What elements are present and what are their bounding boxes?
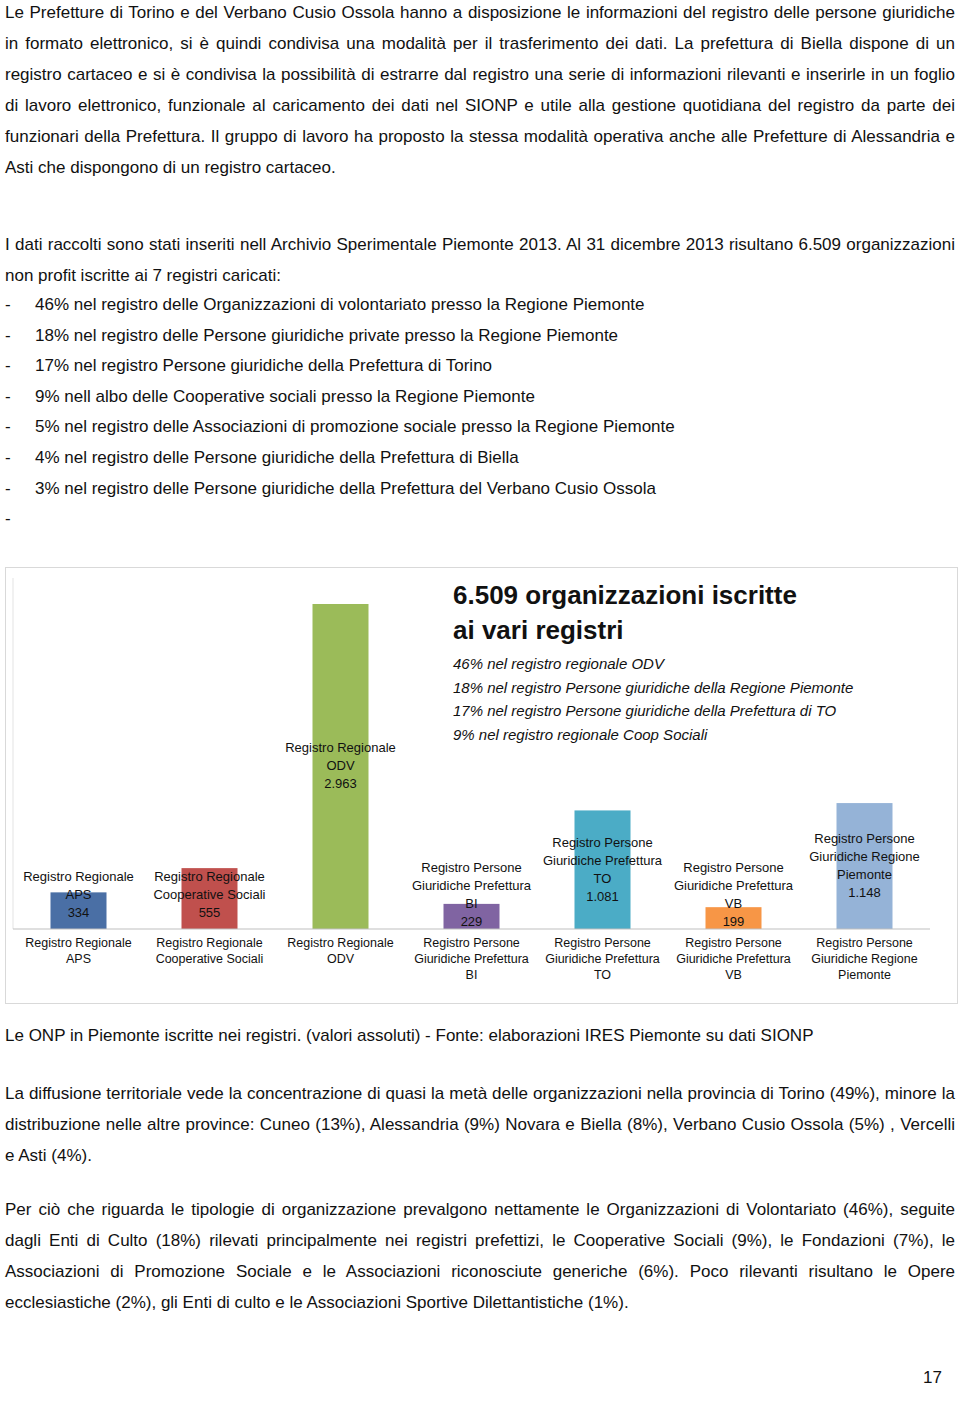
data-label-category: Registro Regionale Cooperative Sociali: [149, 868, 271, 904]
data-label-category: Registro Persone Giuridiche Prefettura V…: [673, 859, 795, 913]
data-label: Registro Persone Giuridiche Prefettura T…: [542, 834, 664, 906]
data-label-value: 1.148: [804, 884, 926, 902]
data-label: Registro Persone Giuridiche Prefettura V…: [673, 859, 795, 931]
list-marker: -: [5, 290, 11, 321]
data-label: Registro Regionale Cooperative Sociali55…: [149, 868, 271, 922]
category-label: Registro Persone Giuridiche Prefettura B…: [408, 935, 536, 983]
chart-box: Registro Regionale APSRegistro Regionale…: [5, 567, 958, 1004]
list-text: 17% nel registro Persone giuridiche dell…: [35, 351, 492, 382]
annotation-line: 17% nel registro Persone giuridiche dell…: [453, 699, 933, 723]
list-marker: -: [5, 382, 11, 413]
data-label-value: 229: [411, 913, 533, 931]
list-marker: -: [5, 474, 11, 505]
data-label-category: Registro Persone Giuridiche Prefettura T…: [542, 834, 664, 888]
list-marker: -: [5, 412, 11, 443]
data-label: Registro Persone Giuridiche Prefettura B…: [411, 859, 533, 931]
paragraph: La diffusione territoriale vede la conce…: [5, 1078, 955, 1171]
annotation-line: 18% nel registro Persone giuridiche dell…: [453, 676, 933, 700]
spacer: [453, 648, 933, 652]
list-item: -18% nel registro delle Persone giuridic…: [5, 321, 955, 352]
list-item: -4% nel registro delle Persone giuridich…: [5, 443, 955, 474]
list-text: 18% nel registro delle Persone giuridich…: [35, 321, 618, 352]
bar: [837, 803, 893, 929]
bullet-list: -46% nel registro delle Organizzazioni d…: [5, 290, 955, 535]
category-label: Registro Persone Giuridiche Regione Piem…: [801, 935, 929, 983]
data-label-value: 334: [18, 904, 140, 922]
list-item: -: [5, 504, 955, 535]
data-label-value: 2.963: [280, 775, 402, 793]
data-label: Registro Regionale ODV2.963: [280, 739, 402, 793]
annotation-line: 46% nel registro regionale ODV: [453, 652, 933, 676]
list-marker: -: [5, 443, 11, 474]
list-item: -17% nel registro Persone giuridiche del…: [5, 351, 955, 382]
page-number: 17: [923, 1368, 942, 1388]
bar: [575, 810, 631, 929]
data-label-category: Registro Regionale APS: [18, 868, 140, 904]
list-text: 4% nel registro delle Persone giuridiche…: [35, 443, 519, 474]
value-axis: [13, 578, 14, 929]
data-label-category: Registro Persone Giuridiche Prefettura B…: [411, 859, 533, 913]
paragraph: I dati raccolti sono stati inseriti nell…: [5, 229, 955, 291]
data-label-value: 199: [673, 913, 795, 931]
list-item: -46% nel registro delle Organizzazioni d…: [5, 290, 955, 321]
category-label: Registro Persone Giuridiche Prefettura V…: [670, 935, 798, 983]
list-item: -9% nell albo delle Cooperative sociali …: [5, 382, 955, 413]
category-label: Registro Persone Giuridiche Prefettura T…: [539, 935, 667, 983]
list-text: 5% nel registro delle Associazioni di pr…: [35, 412, 675, 443]
list-text: 46% nel registro delle Organizzazioni di…: [35, 290, 645, 321]
data-label: Registro Persone Giuridiche Regione Piem…: [804, 830, 926, 902]
data-label-category: Registro Persone Giuridiche Regione Piem…: [804, 830, 926, 884]
annotation: 6.509 organizzazioni iscritte ai vari re…: [453, 578, 933, 746]
data-label-category: Registro Regionale ODV: [280, 739, 402, 775]
list-text: 9% nell albo delle Cooperative sociali p…: [35, 382, 535, 413]
list-item: -3% nel registro delle Persone giuridich…: [5, 474, 955, 505]
list-marker: -: [5, 321, 11, 352]
category-label: Registro Regionale ODV: [277, 935, 405, 967]
category-label: Registro Regionale APS: [15, 935, 143, 967]
data-label-value: 555: [149, 904, 271, 922]
list-text: 3% nel registro delle Persone giuridiche…: [35, 474, 656, 505]
list-marker: -: [5, 504, 11, 535]
category-label: Registro Regionale Cooperative Sociali: [146, 935, 274, 967]
data-label: Registro Regionale APS334: [18, 868, 140, 922]
annotation-line: 9% nel registro regionale Coop Sociali: [453, 723, 933, 747]
bars: [51, 604, 893, 929]
list-item: -5% nel registro delle Associazioni di p…: [5, 412, 955, 443]
paragraph: Per ciò che riguarda le tipologie di org…: [5, 1194, 955, 1318]
paragraph: Le Prefetture di Torino e del Verbano Cu…: [5, 0, 955, 183]
caption: Le ONP in Piemonte iscritte nei registri…: [5, 1020, 955, 1051]
annotation-title: 6.509 organizzazioni iscritte ai vari re…: [453, 578, 823, 648]
list-marker: -: [5, 351, 11, 382]
data-label-value: 1.081: [542, 888, 664, 906]
